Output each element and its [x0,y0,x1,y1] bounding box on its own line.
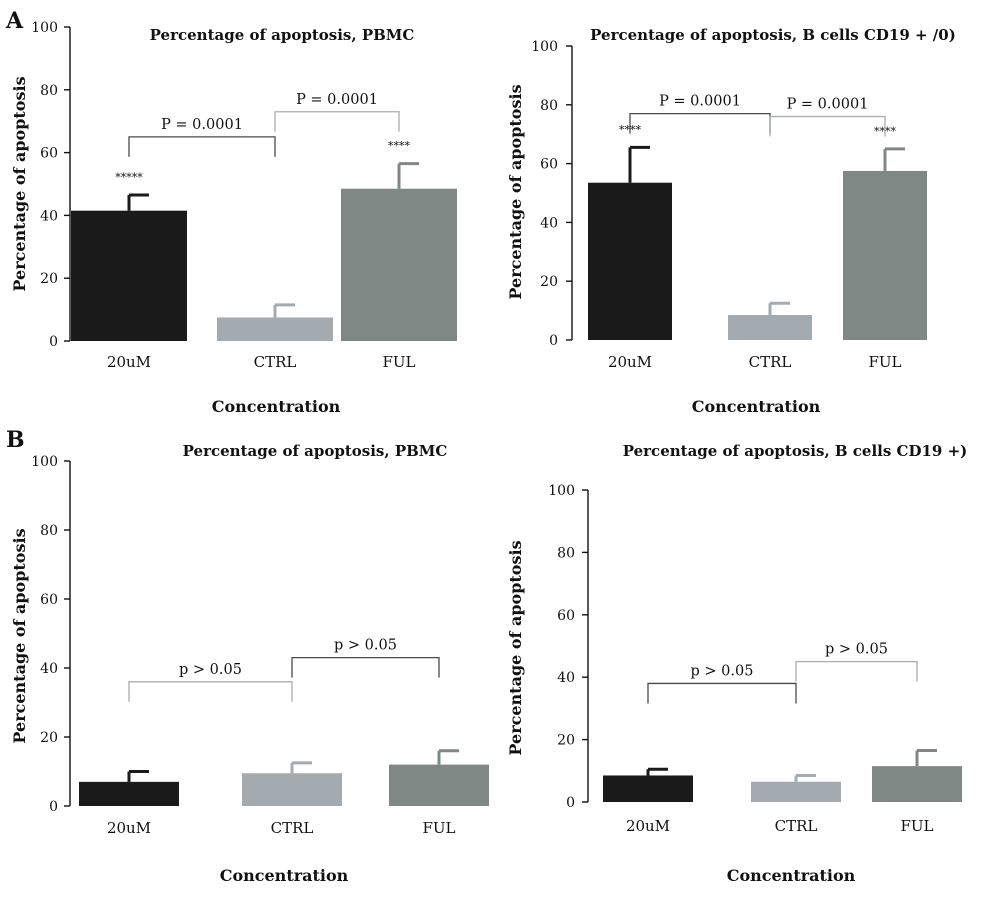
comparison-bracket [128,681,293,702]
bar-ctrl [242,773,342,806]
y-tick-label: 100 [31,20,58,36]
y-tick-label: 0 [49,334,58,350]
p-value-label: p > 0.05 [334,638,397,654]
y-axis-label: Percentage of apoptosis [506,540,525,755]
x-tick-label: FUL [422,819,455,837]
bar-ctrl [751,781,841,802]
y-tick-label: 40 [557,670,575,686]
comparison-bracket [769,115,886,137]
y-tick-label: 40 [40,661,58,677]
p-value-label: p > 0.05 [691,663,754,679]
comparison-bracket [647,682,797,704]
bar-ful [341,188,457,341]
x-tick-label: FUL [868,353,901,371]
chart-2: Percentage of apoptosis, B cells CD19 + … [506,26,956,416]
x-tick-label: CTRL [271,819,314,837]
bar-ctrl [728,315,812,340]
significance-stars: **** [388,140,411,153]
x-tick-label: 20uM [107,353,151,371]
y-tick-label: 40 [40,208,58,224]
y-tick-label: 80 [40,83,58,99]
y-tick-label: 100 [531,39,558,55]
y-axis-label: Percentage of apoptosis [10,76,29,291]
x-tick-label: FUL [900,817,933,835]
y-tick-label: 60 [540,157,558,173]
x-axis-label: Concentration [212,397,341,416]
y-tick-label: 100 [31,454,58,470]
comparison-bracket [128,136,276,157]
y-tick-label: 40 [540,215,558,231]
y-tick-label: 80 [540,98,558,114]
comparison-bracket [795,660,918,682]
x-tick-label: 20uM [608,353,652,371]
x-tick-label: FUL [382,353,415,371]
p-value-label: p > 0.05 [179,662,242,678]
y-tick-label: 100 [548,483,575,499]
panel-letter-b: B [6,427,25,453]
x-tick-label: CTRL [254,353,297,371]
x-axis-label: Concentration [692,397,821,416]
x-axis-label: Concentration [727,866,856,885]
panel-letter-a: A [5,8,24,34]
p-value-label: P = 0.0001 [787,97,869,113]
y-tick-label: 80 [40,523,58,539]
y-tick-label: 60 [40,592,58,608]
y-axis-label: Percentage of apoptosis [506,84,525,299]
x-axis-label: Concentration [220,866,349,885]
chart-1: Percentage of apoptosis, PBMC 0 20 40 60 80 10… [10,20,457,416]
p-value-label: P = 0.0001 [161,117,243,133]
bar-20um [79,781,179,806]
bar-ful [389,764,489,806]
chart-title: Percentage of apoptosis, PBMC [150,26,415,44]
bar-20um [71,210,187,341]
y-tick-label: 0 [49,799,58,815]
comparison-bracket [629,112,771,134]
x-tick-label: 20uM [107,819,151,837]
bar-20um [588,182,672,340]
comparison-bracket [274,111,400,132]
chart-title: Percentage of apoptosis, B cells CD19 + … [590,26,956,44]
p-value-label: P = 0.0001 [659,94,741,110]
x-tick-label: CTRL [749,353,792,371]
y-tick-label: 0 [566,795,575,811]
significance-stars: ***** [115,171,143,184]
y-tick-label: 20 [557,733,575,749]
y-tick-label: 0 [549,333,558,349]
chart-title: Percentage of apoptosis, B cells CD19 +) [623,442,968,460]
bar-ful [872,766,962,802]
bar-ful [843,170,927,340]
chart-title: Percentage of apoptosis, PBMC [183,442,448,460]
comparison-bracket [291,657,440,678]
y-tick-label: 60 [40,146,58,162]
x-tick-label: CTRL [775,817,818,835]
y-tick-label: 20 [40,271,58,287]
y-axis-label: Percentage of apoptosis [10,528,29,743]
y-tick-label: 80 [557,545,575,561]
y-tick-label: 60 [557,608,575,624]
y-tick-label: 20 [540,274,558,290]
chart-3: Percentage of apoptosis, PBMC 0 20 40 60 80 10… [10,442,489,885]
bar-20um [603,775,693,802]
x-tick-label: 20uM [626,817,670,835]
bar-ctrl [217,317,333,341]
chart-4: Percentage of apoptosis, B cells CD19 +)… [506,442,967,885]
p-value-label: P = 0.0001 [296,92,378,108]
y-tick-label: 20 [40,730,58,746]
p-value-label: p > 0.05 [825,642,888,658]
